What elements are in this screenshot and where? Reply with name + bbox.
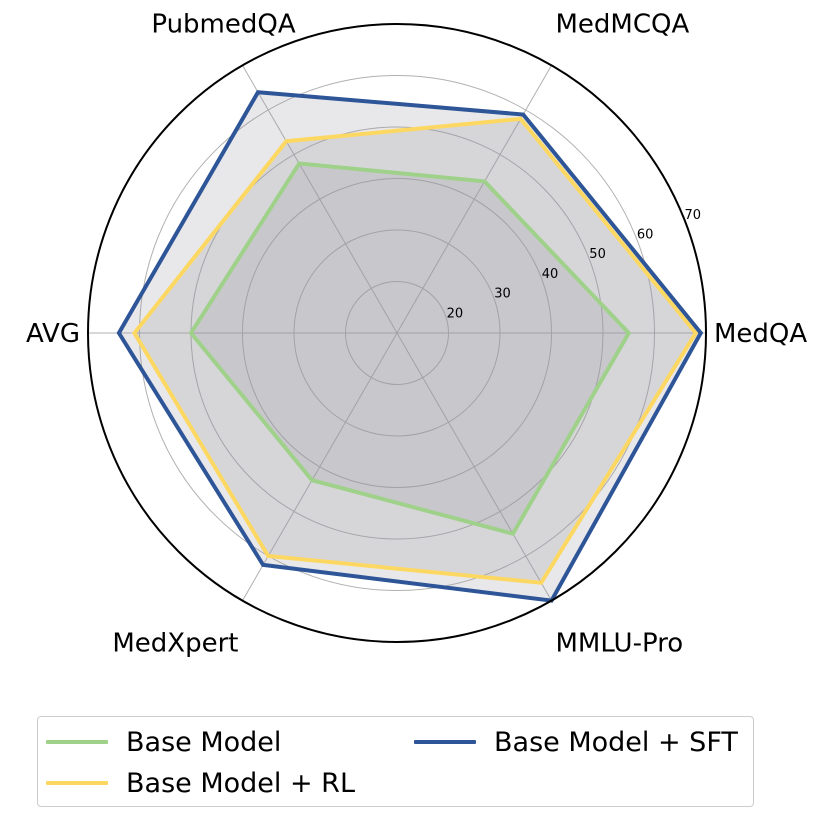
series-area bbox=[191, 163, 629, 534]
legend-item-base-model-sft: Base Model + SFT bbox=[414, 724, 738, 760]
legend: Base Model Base Model + RL Base Model + … bbox=[37, 716, 754, 807]
axis-label: MMLU-Pro bbox=[556, 629, 684, 659]
legend-label: Base Model + SFT bbox=[494, 726, 738, 758]
axis-label: MedMCQA bbox=[556, 10, 690, 40]
legend-item-base-model: Base Model bbox=[46, 724, 281, 760]
axis-label: AVG bbox=[26, 319, 80, 349]
radar-series bbox=[87, 23, 707, 643]
series-line bbox=[131, 116, 699, 585]
grid-spoke bbox=[396, 65, 552, 334]
axis-label: PubmedQA bbox=[151, 10, 295, 40]
legend-swatch bbox=[414, 740, 476, 744]
radar-grid bbox=[88, 24, 706, 642]
radial-tick-label: 40 bbox=[542, 267, 559, 282]
axis-label: MedQA bbox=[714, 319, 807, 349]
radial-tick-label: 60 bbox=[637, 228, 654, 243]
plot-frame bbox=[87, 23, 707, 643]
legend-swatch bbox=[46, 781, 108, 785]
axis-label: MedXpert bbox=[112, 629, 238, 659]
radial-tick-label: 30 bbox=[494, 287, 511, 302]
radial-tick-label: 70 bbox=[685, 208, 702, 223]
legend-label: Base Model bbox=[126, 726, 282, 758]
legend-item-base-model-rl: Base Model + RL bbox=[46, 765, 355, 801]
radial-tick-label: 50 bbox=[589, 247, 606, 262]
radial-tick-label: 20 bbox=[447, 306, 464, 321]
legend-swatch bbox=[46, 740, 108, 744]
grid-spoke bbox=[242, 65, 398, 334]
radar-labels: 20 30 40 50 60 70 MedQA MedMCQA PubmedQA AVG MedXp… bbox=[26, 10, 807, 659]
series-line bbox=[188, 161, 632, 537]
series-area bbox=[134, 118, 696, 583]
radar-chart: 20 30 40 50 60 70 MedQA MedMCQA PubmedQA AVG MedXp… bbox=[26, 10, 807, 659]
grid-spoke bbox=[396, 332, 552, 601]
legend-label: Base Model + RL bbox=[126, 767, 355, 799]
